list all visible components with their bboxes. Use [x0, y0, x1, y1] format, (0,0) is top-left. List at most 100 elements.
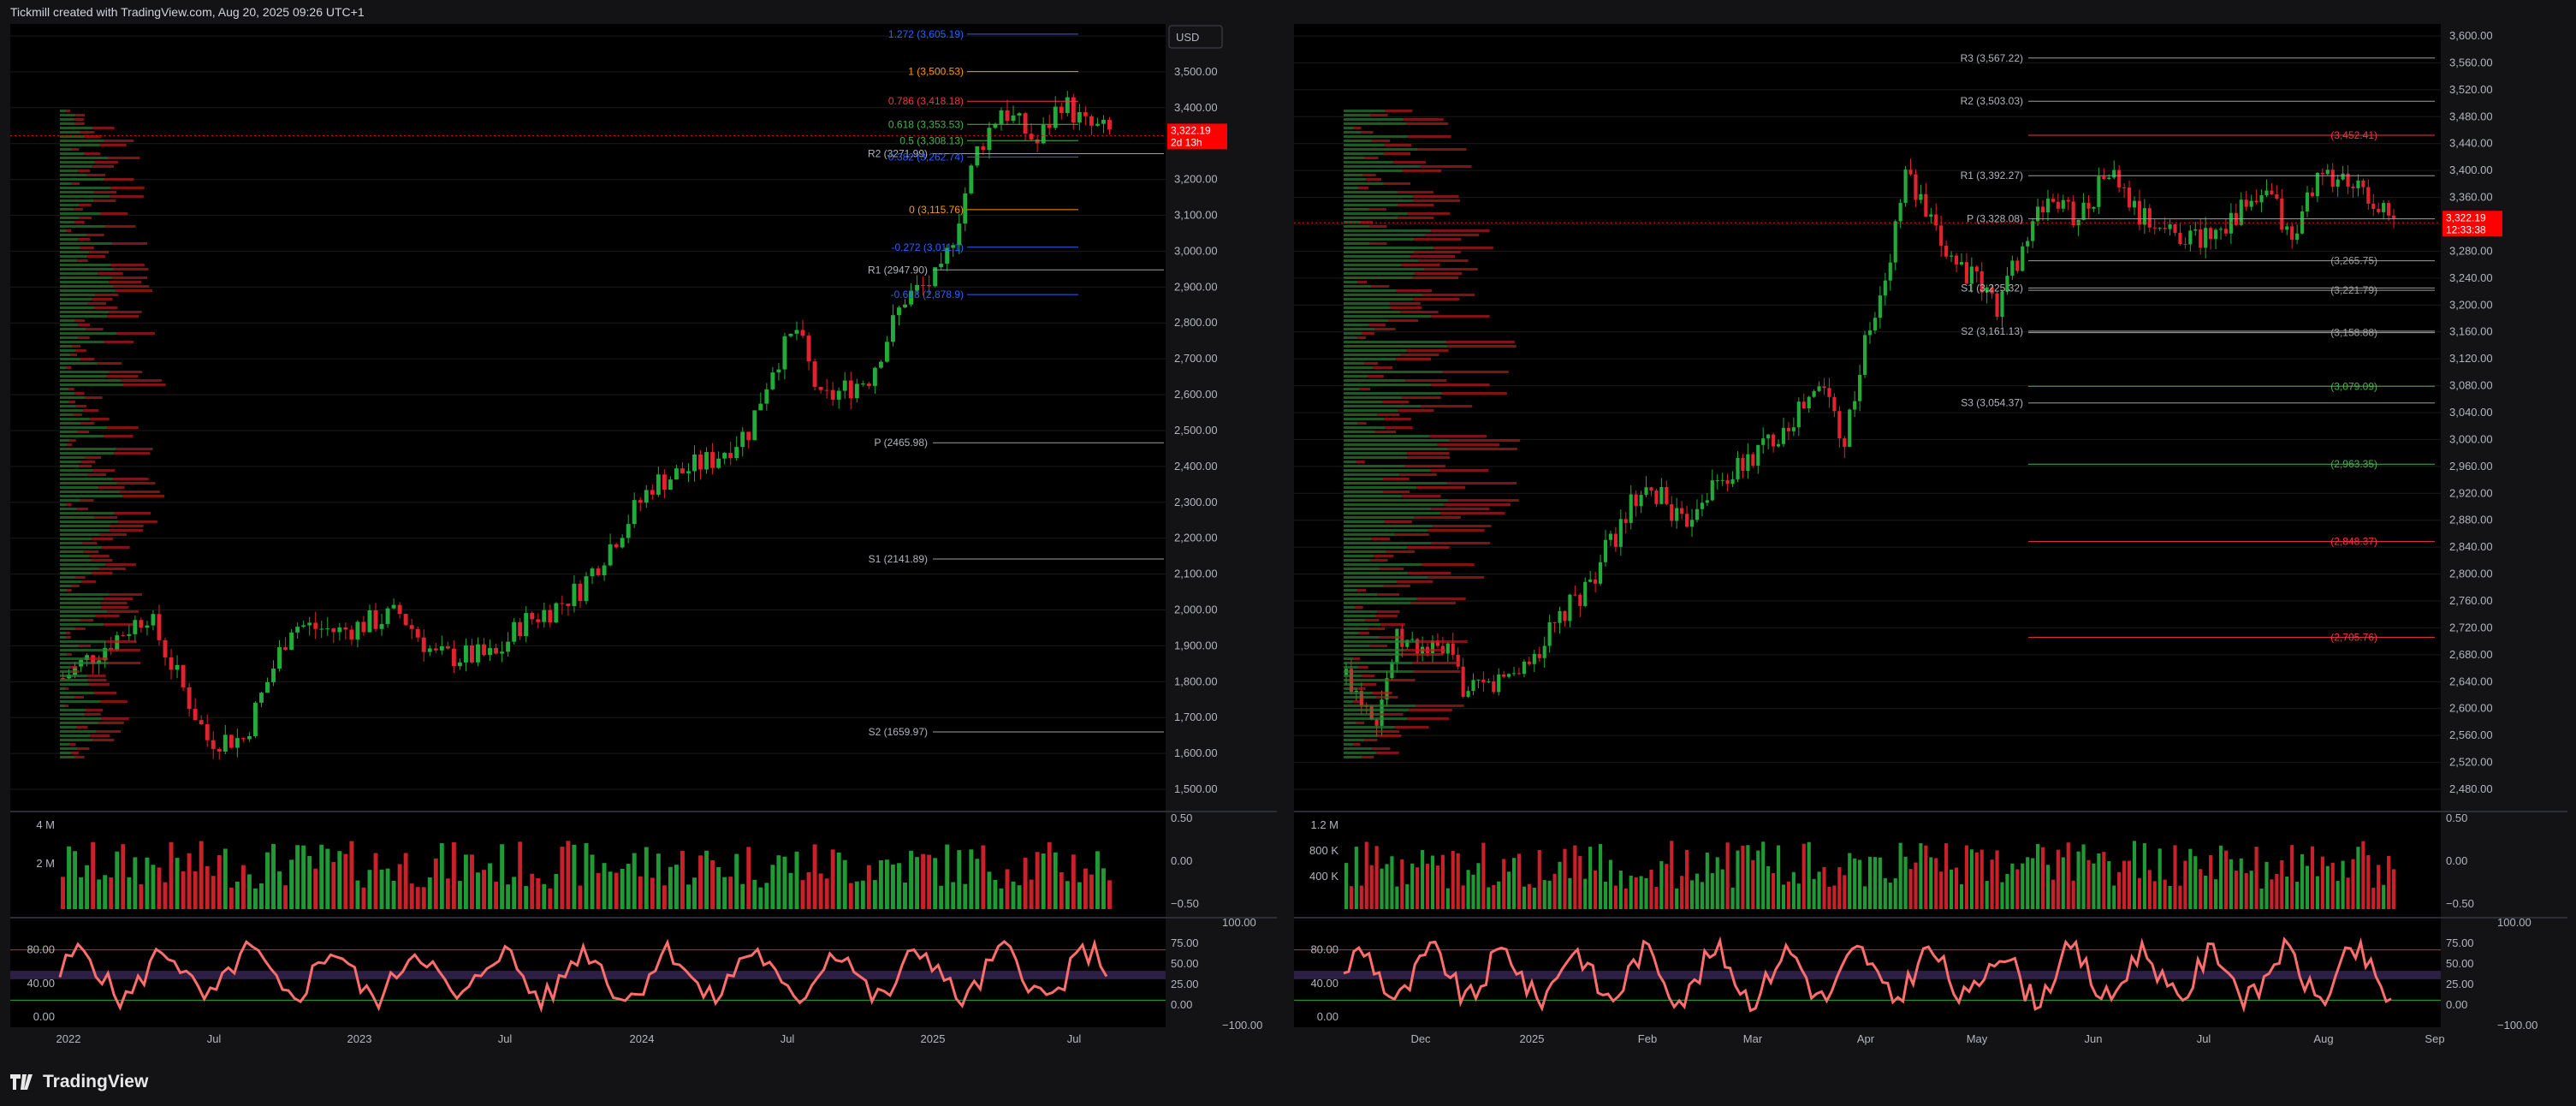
volume-profile-bar [1344, 285, 1372, 288]
volume-bar [1487, 887, 1491, 909]
volume-bar [1083, 868, 1088, 909]
volume-profile-bar [60, 568, 100, 570]
volume-bar [1380, 868, 1384, 909]
volume-bar [1954, 867, 1959, 909]
volume-bar [854, 881, 859, 909]
volume-bar [770, 865, 775, 909]
volume-profile-bar [1344, 461, 1356, 463]
volume-profile-bar [66, 632, 71, 634]
volume-profile-bar [60, 319, 75, 322]
volume-profile-bar [1417, 640, 1468, 643]
candle [1979, 262, 1984, 301]
volume-bar [1822, 866, 1826, 909]
candle-body [1613, 533, 1617, 547]
volume-profile-bar [1355, 606, 1363, 609]
candle-body [1598, 562, 1603, 584]
volume-bar [1796, 883, 1801, 909]
volume-profile-bar [1412, 195, 1459, 198]
candle [698, 449, 703, 480]
volume-bar [800, 880, 805, 909]
volume-profile-bar [1344, 615, 1376, 617]
volume-bar [1578, 856, 1582, 909]
volume-osc-axis-label: 0.00 [2446, 854, 2467, 867]
candle [1492, 675, 1496, 694]
volume-profile-bar [60, 379, 122, 382]
volume-profile-bar [74, 122, 85, 125]
candle-body [1644, 487, 1648, 496]
right-chart-pane[interactable]: 3,600.003,560.003,520.003,480.003,440.00… [1294, 24, 2567, 1045]
volume-profile-bar [60, 640, 106, 643]
candle-body [782, 336, 787, 370]
candle-body [463, 645, 468, 663]
volume-profile-bar [80, 619, 94, 621]
candle-body [199, 720, 204, 725]
candle [842, 372, 847, 399]
volume-profile-bar [1356, 336, 1367, 339]
volume-profile-bar [116, 332, 156, 335]
volume-profile-bar [60, 366, 67, 369]
rsi-band [1294, 971, 2441, 979]
time-axis-label: 2024 [630, 1032, 655, 1045]
candle-body [2199, 229, 2203, 248]
candle-body [2377, 209, 2381, 212]
candle [2127, 180, 2132, 211]
volume-profile-bar [83, 409, 99, 412]
volume-bar [1005, 869, 1010, 909]
volume-bar [1878, 857, 1882, 909]
volume-profile-bar [1344, 413, 1378, 416]
tradingview-logo[interactable]: TradingView [10, 1072, 148, 1092]
volume-bar [181, 871, 186, 909]
candle-body [1466, 691, 1470, 697]
volume-profile-bar [1344, 191, 1398, 193]
candle-body [1730, 479, 1735, 485]
volume-bar [427, 877, 432, 909]
volume-bar [2300, 853, 2305, 909]
volume-bar [1634, 877, 1638, 909]
volume-bar [1613, 885, 1617, 909]
candle [169, 648, 174, 680]
candle-body [734, 447, 739, 458]
volume-profile-bar [79, 465, 92, 467]
candle-body [1756, 444, 1760, 466]
volume-profile-bar [60, 619, 80, 621]
volume-profile-bar [60, 388, 69, 390]
volume-bar [73, 851, 78, 909]
currency-button[interactable]: USD [1168, 25, 1223, 49]
candle-body [668, 479, 673, 491]
volume-bar [2045, 865, 2051, 909]
volume-bar [734, 853, 739, 909]
left-chart-pane[interactable]: 3,600.003,500.003,400.003,300.003,200.00… [10, 24, 1277, 1045]
volume-bar [2021, 863, 2025, 909]
volume-profile-bar [1344, 653, 1404, 656]
candle [824, 378, 829, 399]
volume-bar [2234, 870, 2238, 909]
candle-body [1746, 454, 1750, 472]
candle [2387, 199, 2391, 222]
candle-body [2163, 228, 2167, 229]
candle [764, 383, 769, 411]
volume-bar [2270, 879, 2274, 909]
candle-body [2264, 190, 2269, 196]
volume-profile-bar [60, 465, 80, 467]
candle [1558, 606, 1562, 634]
volume-bar [1888, 883, 1892, 909]
volume-bar [1715, 857, 1719, 909]
volume-profile-bar [1413, 670, 1461, 673]
candle [2092, 206, 2096, 212]
pivot-label: R1 (3,392.27) [1961, 169, 2023, 181]
volume-profile-bar [1344, 696, 1377, 699]
candle [2270, 182, 2274, 195]
volume-bar [1481, 842, 1486, 909]
volume-profile-bar [1379, 636, 1404, 639]
tradingview-logo-icon [10, 1074, 33, 1090]
volume-bar [234, 881, 240, 909]
volume-bar [373, 853, 378, 909]
volume-profile-bar [1344, 157, 1365, 159]
volume-profile-bar [60, 247, 80, 249]
volume-bar [1359, 885, 1363, 909]
volume-profile-bar [1344, 306, 1391, 309]
volume-profile-bar [89, 683, 110, 686]
candle [1059, 103, 1064, 120]
volume-profile-bar [60, 259, 77, 262]
volume-profile-bar [1356, 722, 1365, 724]
